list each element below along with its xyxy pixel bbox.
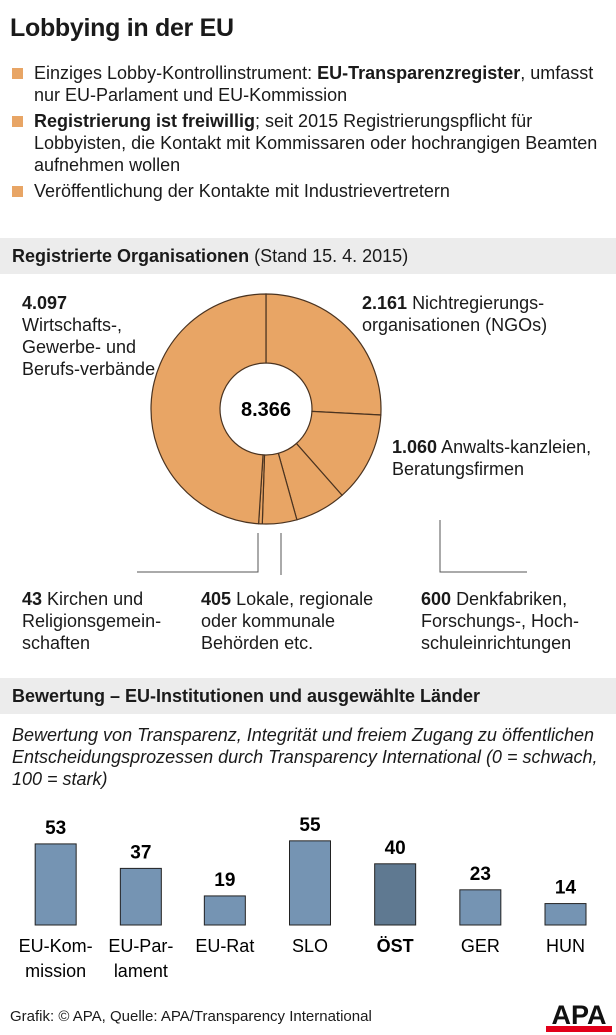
label-denkfabriken: 600 Denkfabriken, Forschungs-, Hoch-schu… (421, 589, 580, 653)
bar (119, 867, 162, 926)
bullet-square-icon (12, 186, 23, 197)
leader-line (137, 533, 259, 573)
bar (34, 843, 77, 926)
donut-total: 8.366 (241, 399, 291, 421)
bar-value-label: 23 (470, 864, 491, 885)
bullet-list: Einziges Lobby-Kontrollinstrument: EU-Tr… (12, 62, 612, 206)
bullet-item: Einziges Lobby-Kontrollinstrument: EU-Tr… (12, 62, 612, 106)
bar-category-label: SLO (292, 936, 328, 956)
bar-category-label: ÖST (377, 936, 414, 956)
label-kirchen: 43 Kirchen und Religionsgemein-schaften (22, 589, 162, 653)
bar-category-label: EU-Rat (195, 936, 254, 956)
bar-category-label: mission (25, 961, 86, 981)
bullet-square-icon (12, 116, 23, 127)
donut-subtitle: (Stand 15. 4. 2015) (254, 246, 409, 266)
label-anwalt: 1.060 Anwalts-kanzleien, Beratungsfirmen (392, 437, 592, 479)
apa-logo: APA (546, 1000, 612, 1032)
bar-value-label: 55 (299, 815, 321, 836)
bullet-item: Veröffentlichung der Kontakte mit Indust… (12, 180, 612, 202)
donut-section-header: Registrierte Organisationen (Stand 15. 4… (0, 238, 616, 274)
bar-value-label: 40 (385, 838, 406, 859)
label-wirtschaft: 4.097 Wirtschafts-, Gewerbe- und Berufs-… (22, 293, 156, 379)
bar-value-label: 37 (130, 842, 151, 863)
leader-line (439, 520, 527, 573)
bar-category-label: EU-Kom- (19, 936, 93, 956)
bar-subtitle: Bewertung von Transparenz, Integrität un… (12, 725, 598, 789)
bar-title: Bewertung – EU-Institutionen und ausgewä… (12, 686, 481, 706)
bar (544, 903, 587, 926)
bar-category-label: EU-Par- (108, 936, 173, 956)
bar (374, 863, 417, 926)
bar-category-label: lament (114, 961, 168, 981)
bar-section-header: Bewertung – EU-Institutionen und ausgewä… (0, 678, 616, 714)
donut-slice (265, 293, 382, 416)
bar-category-label: GER (461, 936, 500, 956)
footer-source: Grafik: © APA, Quelle: APA/Transparency … (10, 1008, 372, 1025)
bar (459, 889, 502, 926)
bar-value-label: 53 (45, 818, 66, 839)
bullet-square-icon (12, 68, 23, 79)
bar-category-label: HUN (546, 936, 585, 956)
bar (203, 895, 246, 926)
bullet-item: Registrierung ist freiwillig; seit 2015 … (12, 110, 612, 176)
donut-title: Registrierte Organisationen (12, 246, 250, 266)
page-title: Lobbying in der EU (10, 14, 234, 42)
label-lokale: 405 Lokale, regionale oder kommunale Beh… (201, 589, 374, 653)
bar-value-label: 14 (555, 878, 577, 899)
bar-value-label: 19 (214, 870, 235, 891)
bar (289, 840, 331, 926)
donut-slice (150, 293, 267, 525)
label-ngo: 2.161 Nichtregierungs-organisationen (NG… (362, 293, 548, 335)
svg-text:APA: APA (551, 1000, 606, 1030)
